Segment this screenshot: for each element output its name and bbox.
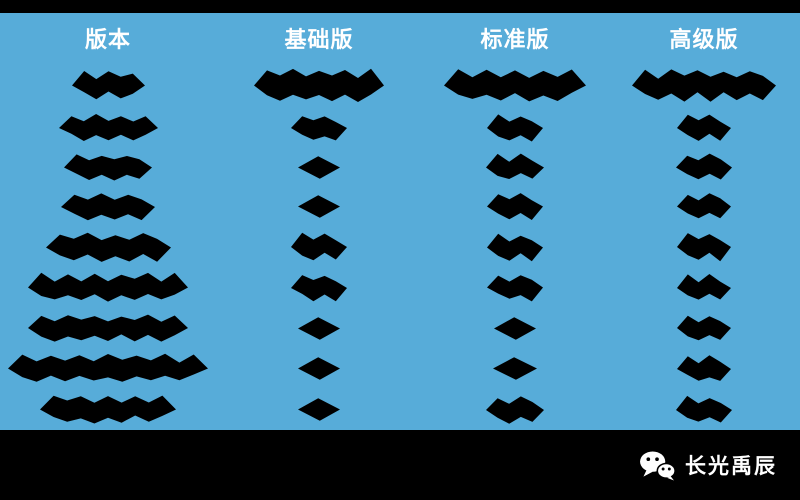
table-cell [422, 308, 608, 348]
table-cell [422, 187, 608, 227]
table-cell [422, 148, 608, 187]
redacted-value-blob [58, 113, 158, 141]
redacted-value-blob [298, 317, 340, 340]
top-bar [0, 0, 800, 13]
table-cell [422, 63, 608, 108]
column-header-basic: 基础版 [284, 27, 354, 52]
footer-bar: 长光禹辰 [0, 430, 800, 500]
table-row [0, 187, 800, 227]
redacted-value-blob [291, 232, 347, 261]
redacted-value-blob [677, 273, 731, 300]
table-row [0, 348, 800, 389]
table-cell [608, 348, 800, 389]
redacted-value-blob [71, 70, 145, 100]
redacted-value-blob [676, 395, 732, 423]
table-cell [422, 108, 608, 148]
table-cell [0, 108, 216, 148]
redacted-value-blob [28, 273, 188, 302]
redacted-value-blob [677, 114, 731, 141]
table-cell [0, 187, 216, 227]
table-cell [608, 389, 800, 430]
redacted-value-blob [487, 275, 543, 302]
wechat-icon [639, 450, 676, 481]
redacted-value-blob [677, 233, 731, 262]
table-cell [0, 389, 216, 430]
table-cell [216, 389, 422, 430]
table-rows [0, 63, 800, 430]
table-cell [0, 148, 216, 187]
table-row [0, 389, 800, 430]
table-row [0, 148, 800, 187]
redacted-value-blob [676, 153, 732, 180]
table-cell [422, 348, 608, 389]
redacted-value-blob [486, 395, 544, 424]
table-cell [0, 348, 216, 389]
redacted-value-blob [298, 195, 340, 218]
redacted-value-blob [677, 354, 731, 381]
table-cell [216, 267, 422, 308]
redacted-value-blob [28, 314, 188, 342]
column-header-premium: 高级版 [669, 27, 739, 52]
table-cell [0, 308, 216, 348]
redacted-value-blob [64, 154, 152, 181]
table-cell [0, 63, 216, 108]
redacted-value-blob [494, 317, 536, 340]
brand-name: 长光禹辰 [685, 455, 777, 478]
table-cell [608, 108, 800, 148]
table-row [0, 227, 800, 268]
table-cell [608, 267, 800, 308]
table-header-row: 版本 基础版 标准版 高级版 [0, 13, 800, 63]
column-header-standard: 标准版 [480, 27, 550, 52]
table-cell [0, 227, 216, 268]
redacted-value-blob [298, 156, 340, 179]
redacted-value-blob [486, 153, 544, 179]
table-cell [216, 148, 422, 187]
table-row [0, 63, 800, 108]
table-cell [216, 348, 422, 389]
table-row [0, 108, 800, 148]
redacted-value-blob [40, 395, 176, 424]
table-cell [608, 63, 800, 108]
table-cell [422, 267, 608, 308]
redacted-value-blob [487, 114, 543, 142]
redacted-value-blob [493, 357, 537, 380]
redacted-value-blob [61, 193, 155, 220]
redacted-value-blob [487, 233, 543, 261]
redacted-value-blob [291, 116, 347, 141]
redacted-value-blob [632, 69, 776, 102]
redacted-value-blob [444, 69, 586, 102]
table-cell [216, 63, 422, 108]
redacted-value-blob [254, 68, 384, 102]
table-cell [608, 148, 800, 187]
table-cell [608, 227, 800, 268]
table-cell [608, 187, 800, 227]
redacted-value-blob [291, 274, 347, 302]
redacted-value-blob [298, 398, 340, 421]
table-cell [216, 108, 422, 148]
column-header-version: 版本 [84, 27, 131, 52]
redacted-value-blob [487, 193, 543, 221]
table-cell [608, 308, 800, 348]
table-cell [216, 227, 422, 268]
table-cell [216, 187, 422, 227]
redacted-value-blob [298, 357, 340, 380]
table-cell [422, 389, 608, 430]
redacted-value-blob [677, 316, 731, 341]
table-cell [216, 308, 422, 348]
redacted-value-blob [45, 232, 171, 262]
redacted-value-blob [8, 353, 208, 382]
table-row [0, 308, 800, 348]
table-cell [422, 227, 608, 268]
table-cell [0, 267, 216, 308]
table-row [0, 267, 800, 308]
redacted-value-blob [677, 193, 731, 219]
